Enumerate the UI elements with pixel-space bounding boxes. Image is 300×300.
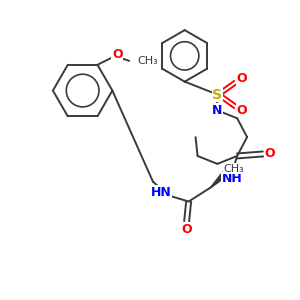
- Text: CH₃: CH₃: [224, 164, 244, 174]
- Polygon shape: [210, 172, 226, 188]
- Text: HN: HN: [151, 186, 171, 199]
- Text: CH₃: CH₃: [137, 56, 158, 66]
- Text: O: O: [237, 104, 248, 117]
- Text: NH: NH: [222, 172, 243, 185]
- Text: O: O: [112, 48, 123, 62]
- Text: S: S: [212, 88, 222, 101]
- Text: O: O: [265, 148, 275, 160]
- Text: N: N: [212, 104, 223, 117]
- Text: O: O: [237, 72, 248, 85]
- Text: O: O: [181, 223, 192, 236]
